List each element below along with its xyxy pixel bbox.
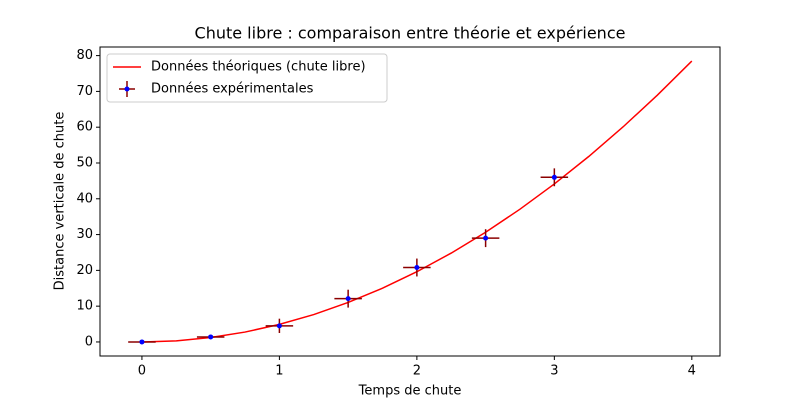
y-tick-label: 40 <box>76 191 93 206</box>
y-tick-label: 0 <box>85 334 93 349</box>
data-point <box>276 323 282 329</box>
x-axis-label: Temps de chute <box>358 384 462 399</box>
data-point <box>139 339 145 345</box>
data-point <box>483 235 489 241</box>
chart-title: Chute libre : comparaison entre théorie … <box>195 24 626 43</box>
y-tick-label: 20 <box>76 263 93 278</box>
y-tick-label: 80 <box>76 48 93 63</box>
x-tick-label: 3 <box>550 364 558 379</box>
x-tick-label: 2 <box>413 364 421 379</box>
y-tick-label: 60 <box>76 120 93 135</box>
legend-label: Données théoriques (chute libre) <box>151 60 366 75</box>
x-tick-label: 4 <box>688 364 696 379</box>
plot-frame <box>99 46 721 357</box>
x-tick-label: 0 <box>138 364 146 379</box>
legend-box <box>106 53 388 103</box>
y-axis-label: Distance verticale de chute <box>53 112 68 291</box>
y-tick-label: 30 <box>76 227 93 242</box>
x-tick-label: 1 <box>275 364 283 379</box>
legend-marker <box>124 86 130 92</box>
data-point <box>414 265 420 271</box>
y-tick-label: 70 <box>76 84 93 99</box>
legend-label: Données expérimentales <box>151 82 314 97</box>
data-point <box>208 334 214 340</box>
data-point <box>345 296 351 302</box>
y-tick-label: 10 <box>76 299 93 314</box>
data-point <box>551 174 557 180</box>
y-tick-label: 50 <box>76 155 93 170</box>
